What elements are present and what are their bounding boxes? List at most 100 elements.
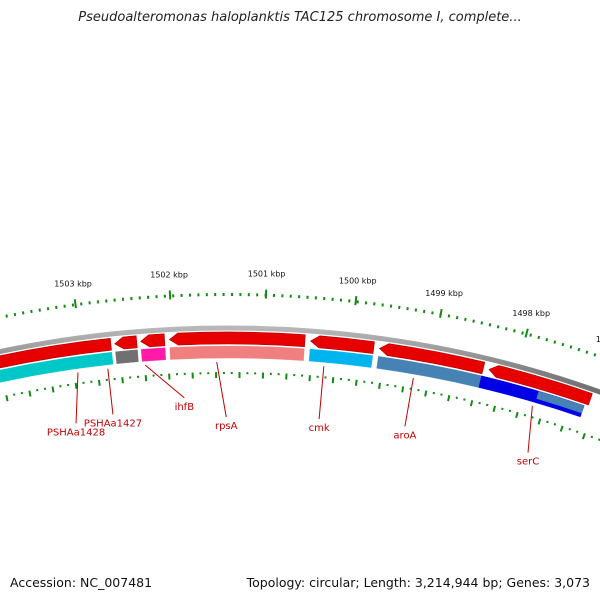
inner-tick: [537, 418, 542, 425]
ruler-label: 1497 kbp: [596, 335, 600, 344]
inner-tick: [5, 395, 9, 402]
label-leader: [527, 405, 533, 453]
inner-tick: [378, 382, 381, 389]
topology-label: Topology: circular; Length: 3,214,944 bp…: [246, 575, 590, 590]
label-leader: [107, 368, 114, 415]
gene-label: rpsA: [215, 421, 238, 432]
ruler-tick-minor: [496, 325, 500, 329]
ruler-tick-minor: [561, 342, 565, 347]
ruler-tick-minor: [480, 321, 484, 325]
gene-label: cmk: [309, 423, 330, 434]
label-leader: [216, 361, 227, 418]
ruler-tick-minor: [21, 311, 25, 315]
ruler-tick-minor: [521, 331, 524, 335]
cds-arrow[interactable]: [114, 335, 138, 350]
ruler-tick-minor: [577, 347, 581, 352]
gene-bar[interactable]: [308, 348, 373, 368]
gene-bar[interactable]: [169, 345, 305, 361]
inner-tick: [515, 411, 519, 419]
inner-tick: [424, 390, 428, 397]
inner-tick: [51, 386, 55, 393]
ruler-tick-major: [524, 328, 529, 338]
inner-tick: [401, 386, 405, 393]
ruler-tick-minor: [472, 319, 475, 323]
ruler-tick-major: [439, 308, 443, 319]
inner-tick: [501, 407, 504, 411]
ruler-label: 1499 kbp: [425, 289, 463, 298]
label-leader: [318, 366, 325, 420]
ruler-tick-minor: [553, 340, 557, 344]
inner-tick: [581, 433, 586, 440]
ruler-tick-minor: [5, 314, 8, 318]
accession-label: Accession: NC_007481: [10, 575, 153, 590]
ruler-label: 1502 kbp: [150, 270, 188, 279]
gene-label: serC: [517, 457, 539, 468]
inner-tick: [575, 430, 579, 434]
ruler-tick-minor: [30, 309, 33, 314]
cds-arrow[interactable]: [0, 337, 112, 377]
gene-label: PSHAa1428: [47, 427, 105, 438]
inner-tick: [553, 423, 557, 426]
label-leader: [75, 372, 79, 424]
inner-tick: [121, 377, 124, 384]
ruler-label: 1498 kbp: [512, 309, 550, 318]
ruler-tick-minor: [13, 312, 17, 317]
inner-tick: [597, 438, 600, 441]
ruler-label: 1503 kbp: [54, 279, 92, 288]
ruler-tick-minor: [431, 311, 434, 315]
cds-arrow[interactable]: [378, 343, 486, 375]
ruler-layer: 1503 kbp 1502 kbp 1501 kbp 1500 kbp 1499 kbp…: [0, 270, 600, 441]
inner-tick: [568, 427, 572, 431]
inner-tick: [28, 390, 32, 397]
ruler-tick-minor: [529, 333, 533, 337]
ruler-tick-minor: [422, 309, 426, 314]
feature-layer: [0, 331, 593, 418]
inner-tick: [508, 409, 512, 413]
inner-tick: [97, 379, 101, 386]
inner-tick: [469, 400, 474, 407]
cds-arrow[interactable]: [140, 333, 166, 348]
inner-tick: [559, 425, 564, 432]
gene-bar[interactable]: [536, 391, 585, 414]
gene-label: PSHAa1427: [84, 418, 142, 429]
gene-bar[interactable]: [0, 351, 114, 392]
ruler-tick-minor: [455, 315, 459, 320]
ruler-tick-minor: [593, 353, 597, 357]
gene-label: ihfB: [175, 402, 195, 413]
inner-tick: [354, 379, 358, 386]
inner-tick: [492, 405, 497, 412]
inner-tick: [447, 394, 451, 402]
ruler-tick-minor: [585, 350, 589, 354]
ruler-tick-minor: [545, 338, 549, 342]
genome-backbone: [0, 325, 600, 395]
gene-bar[interactable]: [115, 349, 139, 364]
ruler-label: 1500 kbp: [339, 276, 377, 285]
cds-arrow[interactable]: [488, 365, 593, 406]
ruler-tick-minor: [447, 314, 451, 318]
backbone-layer: [0, 325, 600, 395]
inner-tick: [590, 435, 594, 439]
ruler-tick-minor: [504, 327, 508, 331]
inner-tick: [546, 420, 549, 424]
ruler-tick-minor: [464, 317, 467, 322]
inner-tick: [531, 416, 534, 419]
ruler-tick-minor: [569, 345, 573, 349]
ruler-tick-minor: [537, 335, 541, 340]
ruler-label: 1501 kbp: [248, 270, 286, 279]
cds-arrow[interactable]: [168, 331, 306, 348]
cds-arrow[interactable]: [310, 335, 375, 354]
inner-tick: [331, 377, 335, 384]
inner-tick: [74, 382, 78, 390]
label-leader: [404, 377, 414, 427]
gene-bar[interactable]: [140, 347, 166, 362]
map-title: Pseudoalteromonas haloplanktis TAC125 ch…: [78, 10, 522, 25]
gene-label: aroA: [393, 430, 416, 441]
inner-tick: [523, 413, 527, 417]
ruler-tick-minor: [513, 329, 516, 333]
ruler-tick-minor: [488, 323, 492, 327]
ruler-tick-major: [73, 299, 77, 309]
label-leader: [144, 364, 185, 399]
